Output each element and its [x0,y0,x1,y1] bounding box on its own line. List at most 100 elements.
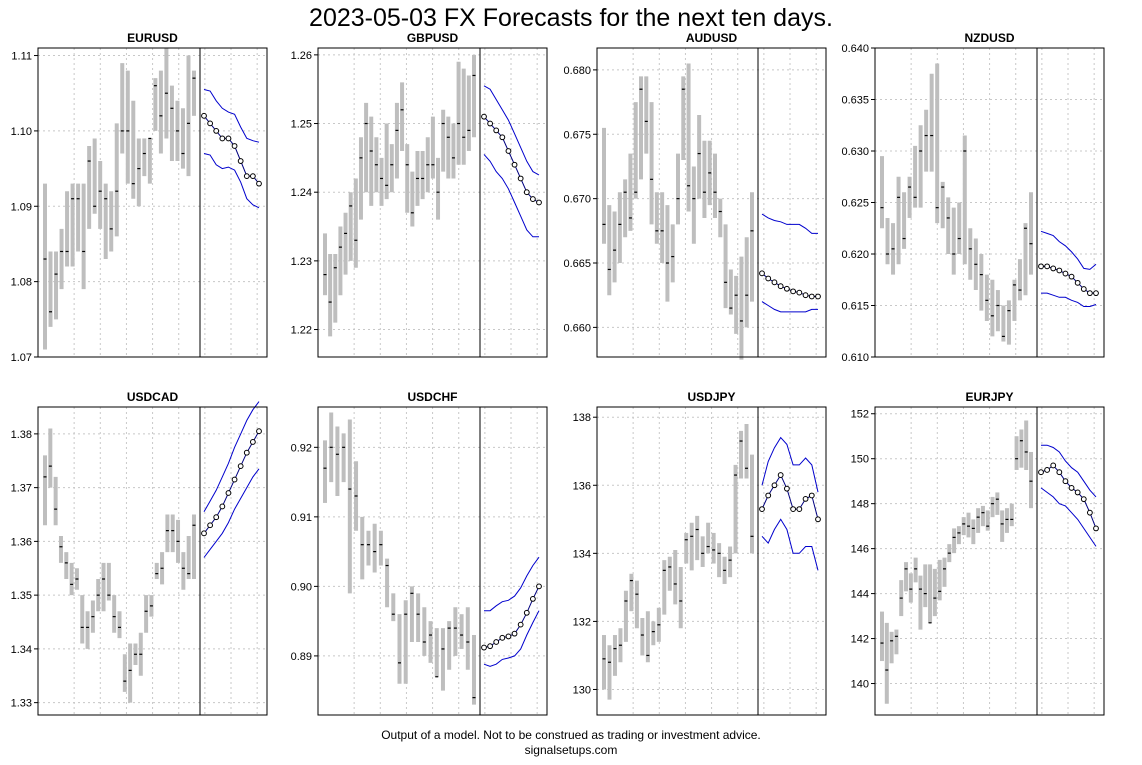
forecast-point [225,135,232,142]
panel-eurjpy: 140 142 144 146 148 150 152 EURJPY [851,390,1105,716]
panel-title: EURUSD [127,31,178,45]
forecast-point [231,476,238,483]
forecast-point [802,292,809,299]
forecast-point [1056,267,1063,274]
y-tick-label: 0.630 [841,146,869,158]
forecast-point [536,583,542,590]
forecast-point [1086,509,1093,516]
forecast-point [1093,525,1099,532]
forecast-mean-line [1041,265,1096,294]
forecast-point [529,196,536,202]
forecast-upper-line [1040,230,1097,270]
y-tick-label: 1.24 [291,187,312,199]
y-tick-label: 1.25 [291,119,312,131]
panel-title: NZDUSD [965,31,1015,45]
forecast-point [771,482,778,489]
forecast-point [1056,469,1063,476]
y-tick-label: 142 [851,634,869,646]
forecast-point [523,609,530,616]
y-tick-label: 1.36 [11,536,32,548]
forecast-mean-line [761,272,818,297]
y-tick-label: 140 [851,679,869,691]
panel-title: EURJPY [965,390,1013,404]
forecast-mean-line [483,586,540,649]
forecast-point [1038,469,1044,476]
forecast-point [517,621,524,628]
forecast-mean-line [1040,464,1097,529]
forecast-point [511,161,518,168]
panel-title: USDJPY [687,390,735,404]
forecast-point [219,503,226,510]
gridlines [38,407,267,715]
forecast-point [249,173,256,180]
forecast-point [1086,290,1093,297]
forecast-point [790,506,797,512]
forecast-point [493,639,500,645]
forecast-point [796,289,803,296]
forecast-point [201,530,207,537]
forecast-point [499,634,506,641]
forecast-point [1074,279,1081,286]
y-tick-label: 146 [851,544,869,556]
forecast-upper-line [761,436,819,493]
forecast-point [249,439,256,445]
forecast-point [207,522,214,529]
y-tick-label: 1.37 [11,483,32,495]
forecast-mean-line [203,115,260,185]
y-tick-label: 148 [851,499,869,511]
forecast-point [511,630,518,637]
y-tick-label: 0.680 [563,65,591,77]
panel-frame [37,47,268,358]
forecast-point [777,472,784,478]
forecast-upper-line [483,85,540,176]
forecast-point [487,643,494,650]
y-tick-label: 1.38 [11,429,32,441]
forecast-point [505,148,512,154]
forecast-point [808,492,815,499]
forecast-point [1044,467,1051,473]
forecast-point [529,595,536,602]
y-tick-label: 0.660 [563,322,591,334]
panel-title: AUDUSD [686,31,738,45]
forecast-lower-line [761,518,819,571]
forecast-upper-line [203,401,260,513]
forecast-point [487,120,494,127]
forecast-point [1062,478,1069,485]
forecast-point [759,506,765,512]
y-tick-label: 0.92 [291,442,312,454]
panel-frame [37,406,268,716]
y-tick-label: 1.26 [291,50,312,62]
footer: Output of a model. Not to be construed a… [0,728,1142,758]
y-tick-label: 1.11 [11,51,32,63]
forecast-point [1062,270,1069,277]
y-tick-label: 150 [851,454,869,466]
y-tick-label: 1.07 [11,352,32,364]
forecast-point [783,485,790,492]
forecast-point [207,120,214,127]
forecast-point [219,135,226,142]
forecast-point [505,633,512,640]
forecast-point [765,275,772,282]
y-tick-label: 1.09 [11,201,32,213]
forecast-upper-line [761,213,818,234]
forecast-point [783,285,790,292]
panel-frame [596,406,827,716]
forecast-upper-line [203,89,260,143]
forecast-lower-line [1041,292,1097,307]
forecast-lower-line [203,468,260,558]
forecast-lower-line [761,301,818,313]
y-tick-label: 0.90 [291,581,312,593]
disclaimer-text: Output of a model. Not to be construed a… [381,728,761,742]
y-tick-label: 1.23 [291,256,312,268]
y-tick-label: 144 [851,589,869,601]
forecast-point [256,180,262,187]
forecast-point [536,199,542,206]
y-tick-label: 0.670 [563,194,591,206]
y-tick-label: 0.610 [841,352,869,364]
forecast-point [815,516,821,523]
gridlines [875,407,1104,715]
panel-frame [317,406,548,716]
forecast-point [499,134,506,141]
forecast-point [802,495,809,502]
